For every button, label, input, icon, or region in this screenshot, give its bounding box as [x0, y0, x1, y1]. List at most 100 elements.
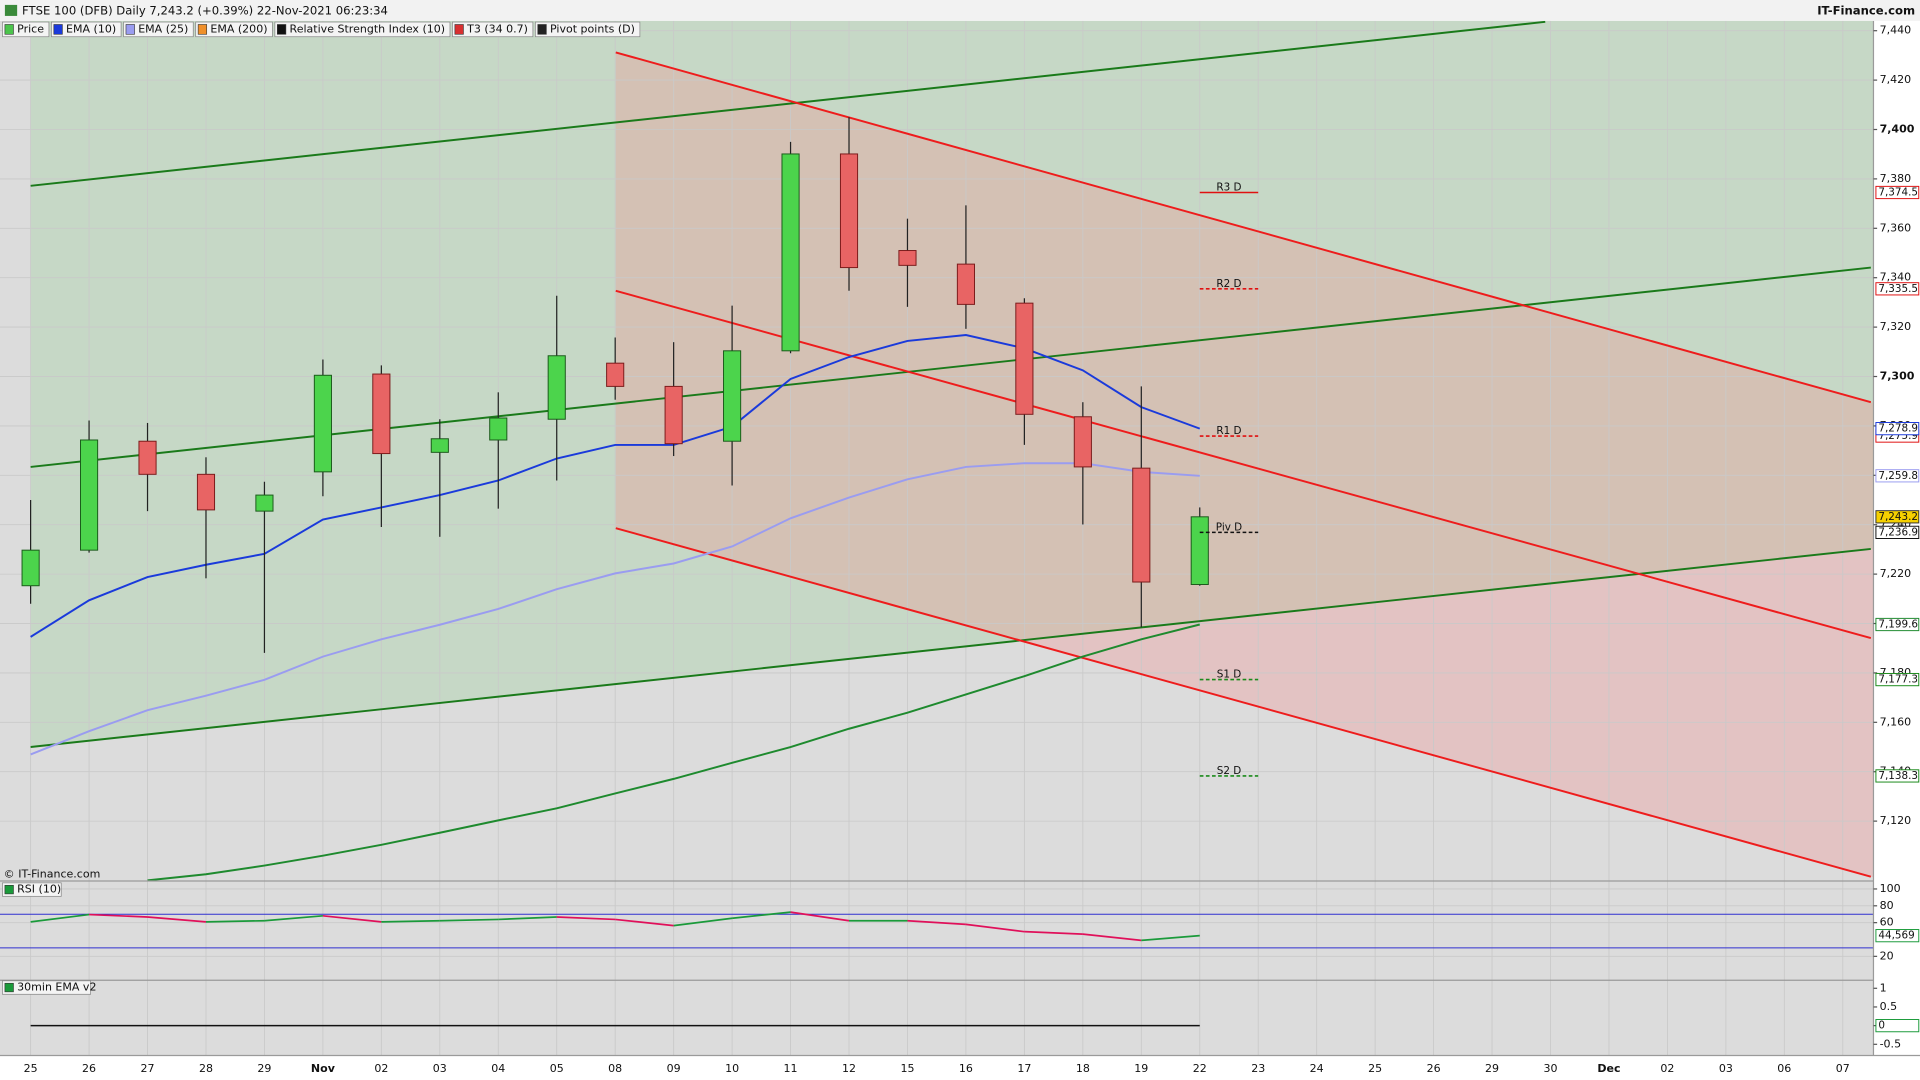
rsi-segment [264, 914, 323, 922]
legend-label: Pivot points (D) [550, 22, 635, 35]
rsi-segment [556, 916, 616, 921]
rsi-segment [732, 911, 791, 920]
rsi-segment [790, 911, 850, 922]
candle-body [255, 494, 274, 512]
legend-swatch [125, 24, 135, 35]
rsi-segment [205, 919, 265, 923]
pivot-label: R3 D [1216, 182, 1241, 194]
candle-body [372, 373, 391, 455]
x-tick-label: 22 [1193, 1062, 1207, 1075]
y-tick-label: 60 [1880, 916, 1894, 929]
x-tick-label: 09 [667, 1062, 681, 1075]
x-tick-label: 23 [1251, 1062, 1265, 1075]
x-tick-label: 04 [491, 1062, 505, 1075]
y-tick-label: 80 [1880, 899, 1894, 912]
pivot-label: Piv D [1216, 521, 1242, 533]
candle-body [606, 362, 625, 387]
x-tick-label: 26 [82, 1062, 96, 1075]
rsi-segment [1141, 934, 1200, 942]
legend-item [2, 21, 50, 38]
value-tag-label: 7,177.3 [1878, 674, 1918, 686]
y-tick-label: 7,120 [1880, 814, 1912, 827]
value-tag-label: 7,199.6 [1878, 619, 1918, 631]
legend-item [123, 21, 194, 38]
indicator-line [30, 462, 1200, 756]
header-icon [4, 4, 18, 16]
value-tag [1875, 510, 1920, 524]
overlay-layer: 25 26 27 28 29 Nov 02 03 04 05 08 09 10 11 12 15 16 17 18 1… [2, 21, 1920, 1075]
trend-line [615, 527, 1872, 878]
x-tick-label: 02 [1660, 1062, 1674, 1075]
source: IT-Finance.com [1817, 4, 1915, 18]
value-tag [1875, 1019, 1920, 1033]
candle-body [21, 549, 40, 587]
x-tick-label: 30 [1543, 1062, 1557, 1075]
x-tick-label: 16 [959, 1062, 973, 1075]
value-tag-label: 7,278.9 [1878, 423, 1918, 435]
x-tick-label: 08 [608, 1062, 622, 1075]
x-axis-background [0, 1055, 1920, 1080]
value-tag-label: 44,569 [1878, 930, 1914, 942]
indicator-line [30, 334, 1201, 638]
legend-swatch [197, 24, 208, 35]
value-tag-label: 0 [1878, 1020, 1885, 1032]
candle-body [1073, 416, 1092, 468]
legend-item [274, 21, 451, 38]
y-tick-label: 20 [1880, 949, 1894, 962]
rsi-segment [498, 916, 557, 921]
trend-line [30, 547, 1871, 748]
legend-label: Price [17, 22, 44, 35]
candle-body [1015, 302, 1034, 415]
x-tick-label: 19 [1134, 1062, 1148, 1075]
y-tick-label: 7,420 [1880, 73, 1912, 86]
trend-line [30, 20, 1546, 187]
rsi-segment [322, 914, 382, 923]
x-tick-label: 15 [900, 1062, 914, 1075]
rsi-segment [89, 913, 148, 918]
x-tick-label: Nov [311, 1062, 336, 1075]
legend-label: EMA (10) [66, 22, 116, 35]
candle-body [489, 417, 508, 441]
y-tick-label: 7,440 [1880, 24, 1912, 37]
y-tick-label: 7,360 [1880, 221, 1912, 234]
legend-label: EMA (200) [210, 22, 267, 35]
value-tag-label: 7,259.8 [1878, 470, 1918, 482]
rsi-segment [1082, 933, 1142, 942]
x-tick-label: 10 [725, 1062, 739, 1075]
legend-swatch [277, 24, 287, 35]
rsi-segment [615, 918, 674, 927]
panel-icon [4, 885, 14, 895]
value-tag [1875, 617, 1920, 632]
value-tag [1875, 672, 1920, 687]
pivot-label: S1 D [1217, 669, 1242, 681]
candle-body [839, 153, 859, 269]
candle-body [196, 473, 216, 511]
value-tag [1875, 929, 1920, 943]
candle-body [781, 153, 800, 352]
x-tick-label: 02 [374, 1062, 388, 1075]
rsi-segment [30, 913, 90, 923]
x-tick-label: 29 [257, 1062, 271, 1075]
panel-title: 30min EMA v2 [17, 981, 96, 994]
candle-body [313, 374, 332, 473]
rsi-segment [1024, 930, 1083, 935]
x-tick-label: 06 [1777, 1062, 1791, 1075]
y-tick-label: 7,320 [1880, 320, 1912, 333]
candle-body [664, 385, 683, 445]
legend-label: T3 (34 0.7) [466, 22, 528, 35]
legend-swatch [454, 24, 464, 35]
y-tick-label: 7,380 [1880, 172, 1912, 185]
rsi-segment [907, 919, 966, 926]
y-tick-label: -0.5 [1880, 1037, 1902, 1050]
candle-body [547, 355, 566, 420]
axis-background [1873, 0, 1920, 1080]
panel-icon [4, 982, 14, 993]
y-tick-label: 100 [1880, 882, 1901, 895]
candle-body [80, 439, 99, 551]
y-tick-label: 0.5 [1880, 1000, 1898, 1013]
candle-body [956, 263, 975, 305]
indicator-line [147, 623, 1200, 882]
candle-body [723, 350, 742, 442]
